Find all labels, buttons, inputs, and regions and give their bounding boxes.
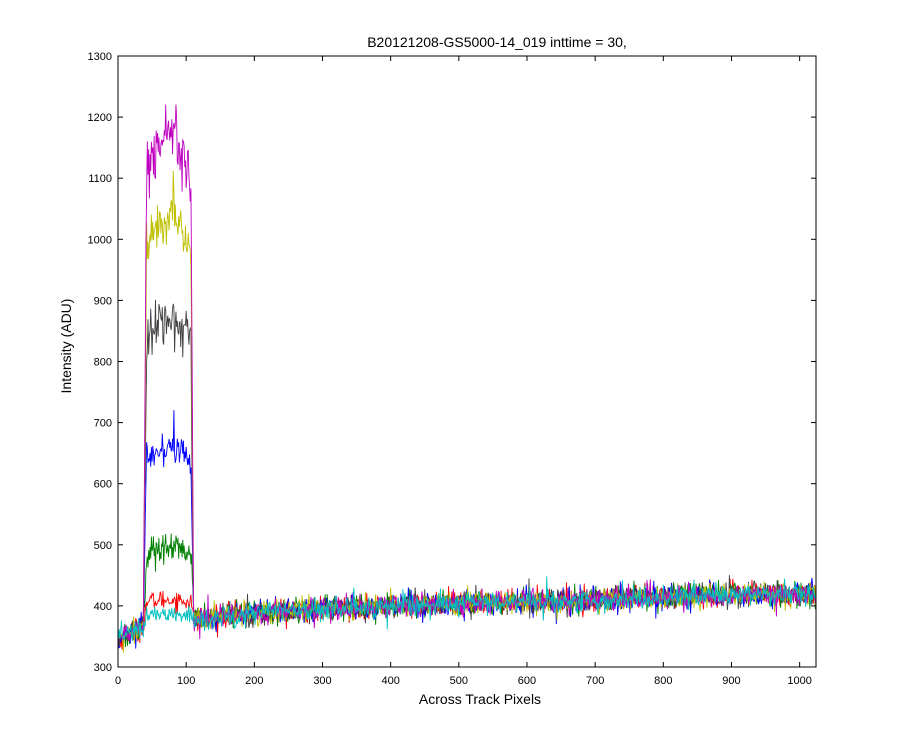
y-tick-label: 500 [94, 540, 112, 552]
y-tick-label: 1200 [88, 112, 112, 124]
x-tick-label: 500 [450, 675, 468, 687]
series-line-6 [117, 104, 817, 650]
y-tick-label: 1000 [88, 234, 112, 246]
x-tick-label: 200 [245, 675, 263, 687]
y-axis: 300 400 500 600 700 800 900 1000 1100 1200 1300 [88, 51, 816, 674]
x-tick-label: 100 [177, 675, 195, 687]
plot-lines [117, 104, 817, 653]
x-tick-label: 400 [381, 675, 399, 687]
x-axis-label: Across Track Pixels [419, 691, 541, 707]
series-line-7 [117, 576, 817, 641]
y-tick-label: 300 [94, 662, 112, 674]
y-tick-label: 1100 [88, 173, 112, 185]
y-axis-label: Intensity (ADU) [58, 299, 74, 394]
x-tick-label: 800 [654, 675, 672, 687]
x-tick-label: 300 [313, 675, 331, 687]
x-tick-label: 1000 [787, 675, 811, 687]
x-tick-label: 600 [518, 675, 536, 687]
x-axis: 0 100 200 300 400 500 600 700 800 900 1000 [115, 56, 812, 687]
series-line-5 [117, 170, 817, 653]
y-tick-label: 900 [94, 295, 112, 307]
axes-box [117, 55, 817, 668]
y-tick-label: 600 [94, 479, 112, 491]
y-tick-label: 800 [94, 357, 112, 369]
chart-title: B20121208-GS5000-14_019 inttime = 30, [367, 34, 627, 50]
x-tick-label: 0 [115, 675, 121, 687]
y-tick-label: 700 [94, 418, 112, 430]
y-tick-label: 400 [94, 601, 112, 613]
x-tick-label: 900 [722, 675, 740, 687]
x-tick-label: 700 [586, 675, 604, 687]
y-tick-label: 1300 [88, 51, 112, 63]
